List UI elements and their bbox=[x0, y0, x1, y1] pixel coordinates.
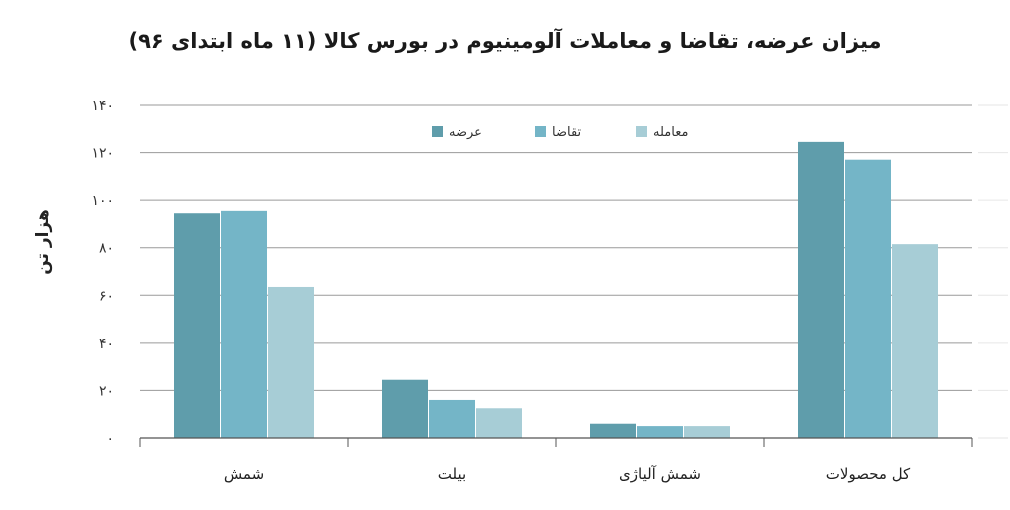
legend-swatch bbox=[535, 126, 546, 137]
x-tick-label: شمش آلیاژی bbox=[619, 465, 701, 483]
chart-title: میزان عرضه، تقاضا و معاملات آلومینیوم در… bbox=[128, 28, 881, 53]
legend-swatch bbox=[636, 126, 647, 137]
legend-swatch bbox=[432, 126, 443, 137]
bar bbox=[382, 379, 428, 438]
x-tick-label: بیلت bbox=[438, 465, 466, 483]
legend: عرضه تقاضا معامله bbox=[432, 125, 688, 140]
bar bbox=[476, 408, 522, 438]
legend-label: تقاضا bbox=[552, 125, 582, 140]
y-tick-label: ۶۰ bbox=[99, 288, 114, 304]
bar bbox=[892, 244, 938, 438]
bar bbox=[845, 159, 891, 438]
legend-label: معامله bbox=[653, 125, 688, 140]
y-tick-label: ۱۴۰ bbox=[91, 98, 114, 114]
y-tick-label: ۸۰ bbox=[99, 241, 114, 257]
x-axis-ticks: شمش بیلت شمش آلیاژی کل محصولات bbox=[224, 465, 911, 483]
y-tick-label: ۲۰ bbox=[99, 383, 114, 399]
bar bbox=[637, 426, 683, 438]
bar bbox=[684, 426, 730, 438]
bar bbox=[429, 399, 475, 438]
y-tick-label: ۰ bbox=[106, 431, 114, 447]
y-tick-label: ۴۰ bbox=[99, 336, 114, 352]
legend-label: عرضه bbox=[449, 125, 482, 140]
bar bbox=[590, 423, 636, 438]
y-tick-label: ۱۲۰ bbox=[91, 146, 114, 162]
x-tick-label: شمش bbox=[224, 465, 264, 483]
x-tick-label: کل محصولات bbox=[826, 465, 911, 483]
y-axis-ticks: ۰ ۲۰ ۴۰ ۶۰ ۸۰ ۱۰۰ ۱۲۰ ۱۴۰ bbox=[91, 98, 114, 447]
y-axis-label: هزار تن bbox=[33, 209, 53, 275]
bar bbox=[221, 210, 267, 438]
bars bbox=[174, 141, 938, 438]
bar bbox=[174, 213, 220, 438]
bar bbox=[798, 141, 844, 438]
y-tick-label: ۱۰۰ bbox=[91, 193, 114, 209]
bar bbox=[268, 286, 314, 438]
x-axis bbox=[139, 437, 1008, 447]
